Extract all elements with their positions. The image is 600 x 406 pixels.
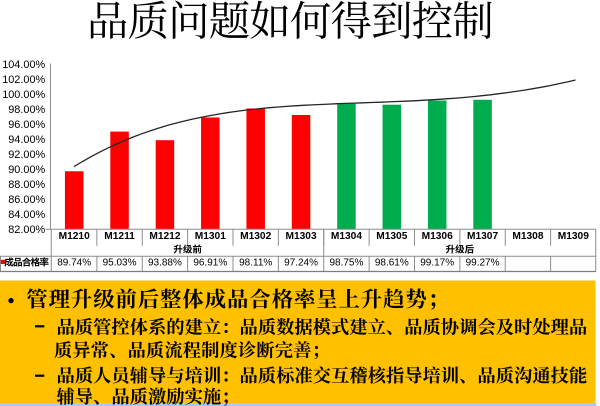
svg-text:M1304: M1304 bbox=[331, 231, 362, 242]
svg-text:104.00%: 104.00% bbox=[2, 59, 45, 71]
svg-text:96.91%: 96.91% bbox=[193, 258, 227, 269]
svg-text:95.03%: 95.03% bbox=[103, 258, 137, 269]
svg-text:88.00%: 88.00% bbox=[8, 179, 45, 191]
svg-text:M1308: M1308 bbox=[512, 231, 543, 242]
svg-text:99.17%: 99.17% bbox=[420, 258, 454, 269]
svg-text:M1210: M1210 bbox=[59, 231, 90, 242]
svg-text:98.75%: 98.75% bbox=[329, 258, 363, 269]
svg-text:M1301: M1301 bbox=[195, 231, 226, 242]
svg-text:92.00%: 92.00% bbox=[8, 149, 45, 161]
svg-text:100.00%: 100.00% bbox=[2, 89, 45, 101]
svg-text:M1309: M1309 bbox=[558, 231, 589, 242]
svg-text:M1303: M1303 bbox=[285, 231, 316, 242]
svg-text:90.00%: 90.00% bbox=[8, 164, 45, 176]
svg-text:98.61%: 98.61% bbox=[375, 258, 409, 269]
svg-text:86.00%: 86.00% bbox=[8, 194, 45, 206]
svg-text:97.24%: 97.24% bbox=[284, 258, 318, 269]
svg-text:M1307: M1307 bbox=[467, 231, 498, 242]
svg-text:98.00%: 98.00% bbox=[8, 104, 45, 116]
svg-text:M1306: M1306 bbox=[422, 231, 453, 242]
svg-text:96.00%: 96.00% bbox=[8, 119, 45, 131]
svg-text:93.88%: 93.88% bbox=[148, 258, 182, 269]
svg-text:M1302: M1302 bbox=[240, 231, 271, 242]
svg-text:89.74%: 89.74% bbox=[57, 258, 91, 269]
svg-text:M1305: M1305 bbox=[376, 231, 407, 242]
svg-text:99.27%: 99.27% bbox=[466, 258, 500, 269]
svg-text:102.00%: 102.00% bbox=[2, 74, 45, 86]
svg-text:82.00%: 82.00% bbox=[8, 224, 45, 236]
svg-text:98.11%: 98.11% bbox=[239, 258, 272, 269]
svg-text:M1212: M1212 bbox=[149, 231, 180, 242]
svg-text:94.00%: 94.00% bbox=[8, 134, 45, 146]
svg-text:84.00%: 84.00% bbox=[8, 209, 45, 221]
svg-text:M1211: M1211 bbox=[104, 231, 135, 242]
